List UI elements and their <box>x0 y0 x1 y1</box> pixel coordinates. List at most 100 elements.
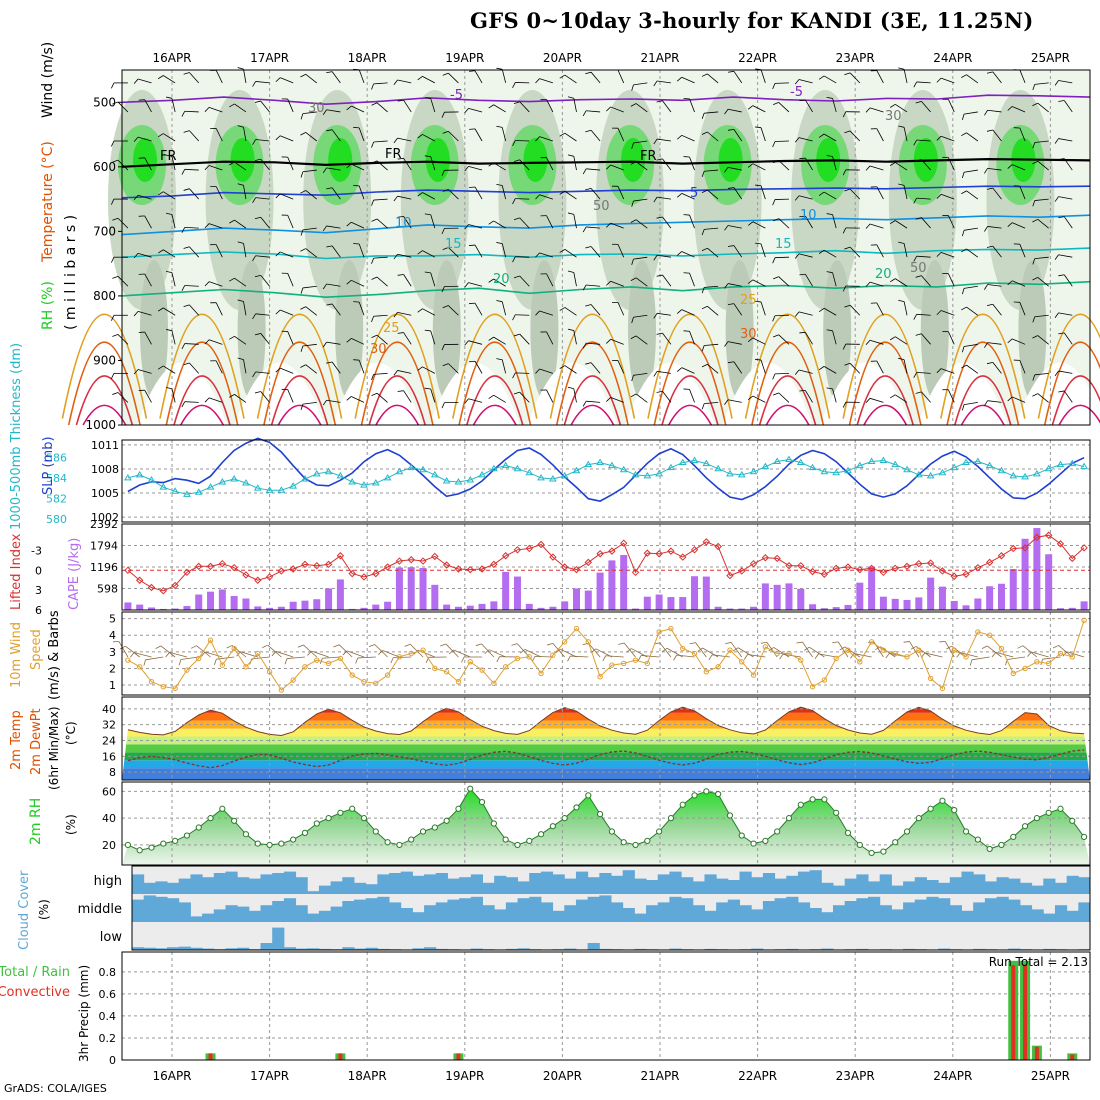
thickness-marker <box>690 456 699 463</box>
wind-barb-flag <box>393 195 398 202</box>
wind-barb <box>733 129 743 142</box>
wind-barb-flag <box>237 67 244 70</box>
temp2m-label: 2m Temp <box>9 710 24 770</box>
cloud-cover-cell <box>903 881 916 894</box>
cloud-cover-cell <box>389 873 402 894</box>
thickness-marker <box>726 469 734 477</box>
wind-barb <box>171 214 176 229</box>
cloud-cover-cell <box>564 905 577 922</box>
wind-barb-flag <box>488 220 494 225</box>
wind-barb-flag <box>724 225 729 231</box>
wind-barb-flag <box>630 219 637 223</box>
wind-barb <box>903 359 908 374</box>
wind-barb-flag <box>464 166 469 172</box>
rh-marker <box>844 829 852 836</box>
rh2m-panel-frame <box>121 781 1091 866</box>
cloud-cover-cell <box>517 898 530 922</box>
temperature-contour <box>842 313 928 419</box>
wind-barb-flag <box>915 275 922 278</box>
cloud-cover-cell <box>809 908 822 922</box>
wind-barb-flag <box>582 110 587 117</box>
wind-barb <box>422 192 436 200</box>
x-tick-label-top: 18APR <box>348 51 387 65</box>
cloud-cover-cell <box>774 878 787 894</box>
wind-barb <box>144 389 152 403</box>
wind-barb-flag <box>511 643 518 646</box>
wind-barb-flag <box>755 184 762 187</box>
rh-blob <box>823 260 852 400</box>
cloud-cover-cell <box>984 898 998 922</box>
x-tick-label-bottom: 22APR <box>738 1069 777 1083</box>
wind-barb-flag <box>946 645 952 650</box>
wind-barb <box>727 399 742 403</box>
wind-barb <box>966 74 979 84</box>
wind-barb-flag <box>300 287 304 294</box>
wind-barb-flag <box>157 75 164 80</box>
wind-barb-flag <box>166 387 173 390</box>
wind-barb-flag <box>519 649 526 654</box>
cloud-cover-cell <box>856 898 869 922</box>
wind-barb-flag <box>637 655 642 661</box>
cloud-cover-cell <box>692 905 705 922</box>
cloud-cover-cell <box>552 874 565 894</box>
wind-barb-flag <box>488 162 494 167</box>
wind-barb-flag <box>326 303 333 306</box>
rh-blob <box>718 138 743 182</box>
wind-barb <box>448 363 459 374</box>
cloud-cover-cell <box>318 885 332 894</box>
wind-barb <box>302 227 317 231</box>
wind-barb-flag <box>488 336 494 341</box>
wind-speed-marker <box>302 664 308 670</box>
wind-barb <box>707 305 719 316</box>
wind-barb-flag <box>768 647 774 652</box>
wind-barb <box>966 306 979 316</box>
wind-barb <box>1031 651 1049 658</box>
cloud-cover-cell <box>307 913 320 922</box>
upper-ylabel-units: ( m i l l i b a r s ) <box>63 215 79 330</box>
wind-barb <box>849 246 861 258</box>
wind-barb <box>171 98 176 113</box>
cloud-cover-cell <box>213 873 226 894</box>
wind-barb-flag <box>513 159 520 163</box>
cape-bar <box>407 567 415 610</box>
wind-barb-flag <box>353 359 360 361</box>
cape-bar <box>395 567 403 610</box>
wind-barb <box>752 395 766 403</box>
contour-label: 20 <box>875 267 892 282</box>
wind-barb <box>590 246 601 258</box>
x-tick-label-top: 25APR <box>1031 51 1070 65</box>
thickness-marker <box>997 466 1006 474</box>
thickness-axis-label: 1000-500mb Thickness (dm) <box>9 343 24 530</box>
wind-barb <box>689 156 695 171</box>
rh-tick-label: 20 <box>102 839 116 852</box>
wind-barb-flag <box>701 171 705 178</box>
wind-speed-marker <box>644 660 651 667</box>
wind-barb-flag <box>794 369 800 375</box>
lifted-index-marker <box>938 567 947 575</box>
wind-barb <box>707 364 719 374</box>
wind-speed-marker <box>137 664 143 670</box>
wind-barb <box>635 335 648 345</box>
wind-barb-flag <box>898 67 905 70</box>
wind-barb <box>519 275 530 287</box>
wind-barb-flag <box>300 171 304 178</box>
wind-barb <box>760 243 766 258</box>
wind-barb <box>635 103 648 113</box>
x-tick-label-top: 20APR <box>543 51 582 65</box>
wind-barb <box>137 311 152 316</box>
wind-barb-flag <box>743 654 748 660</box>
wind-barb <box>903 301 908 316</box>
lifted-index-marker <box>962 570 970 578</box>
thickness-marker <box>301 474 309 482</box>
wind-barb-flag <box>512 198 516 205</box>
wind-barb <box>501 301 507 316</box>
cloud-cover-cell <box>1078 877 1091 894</box>
wind-speed-marker <box>1022 665 1028 672</box>
wind-barb <box>171 272 176 287</box>
lifted-index-marker <box>490 560 498 569</box>
wind-barb <box>895 278 908 287</box>
cloud-cover-cell <box>307 891 320 894</box>
cloud-cover-cell <box>657 874 670 894</box>
wind-barb-flag <box>794 253 800 259</box>
